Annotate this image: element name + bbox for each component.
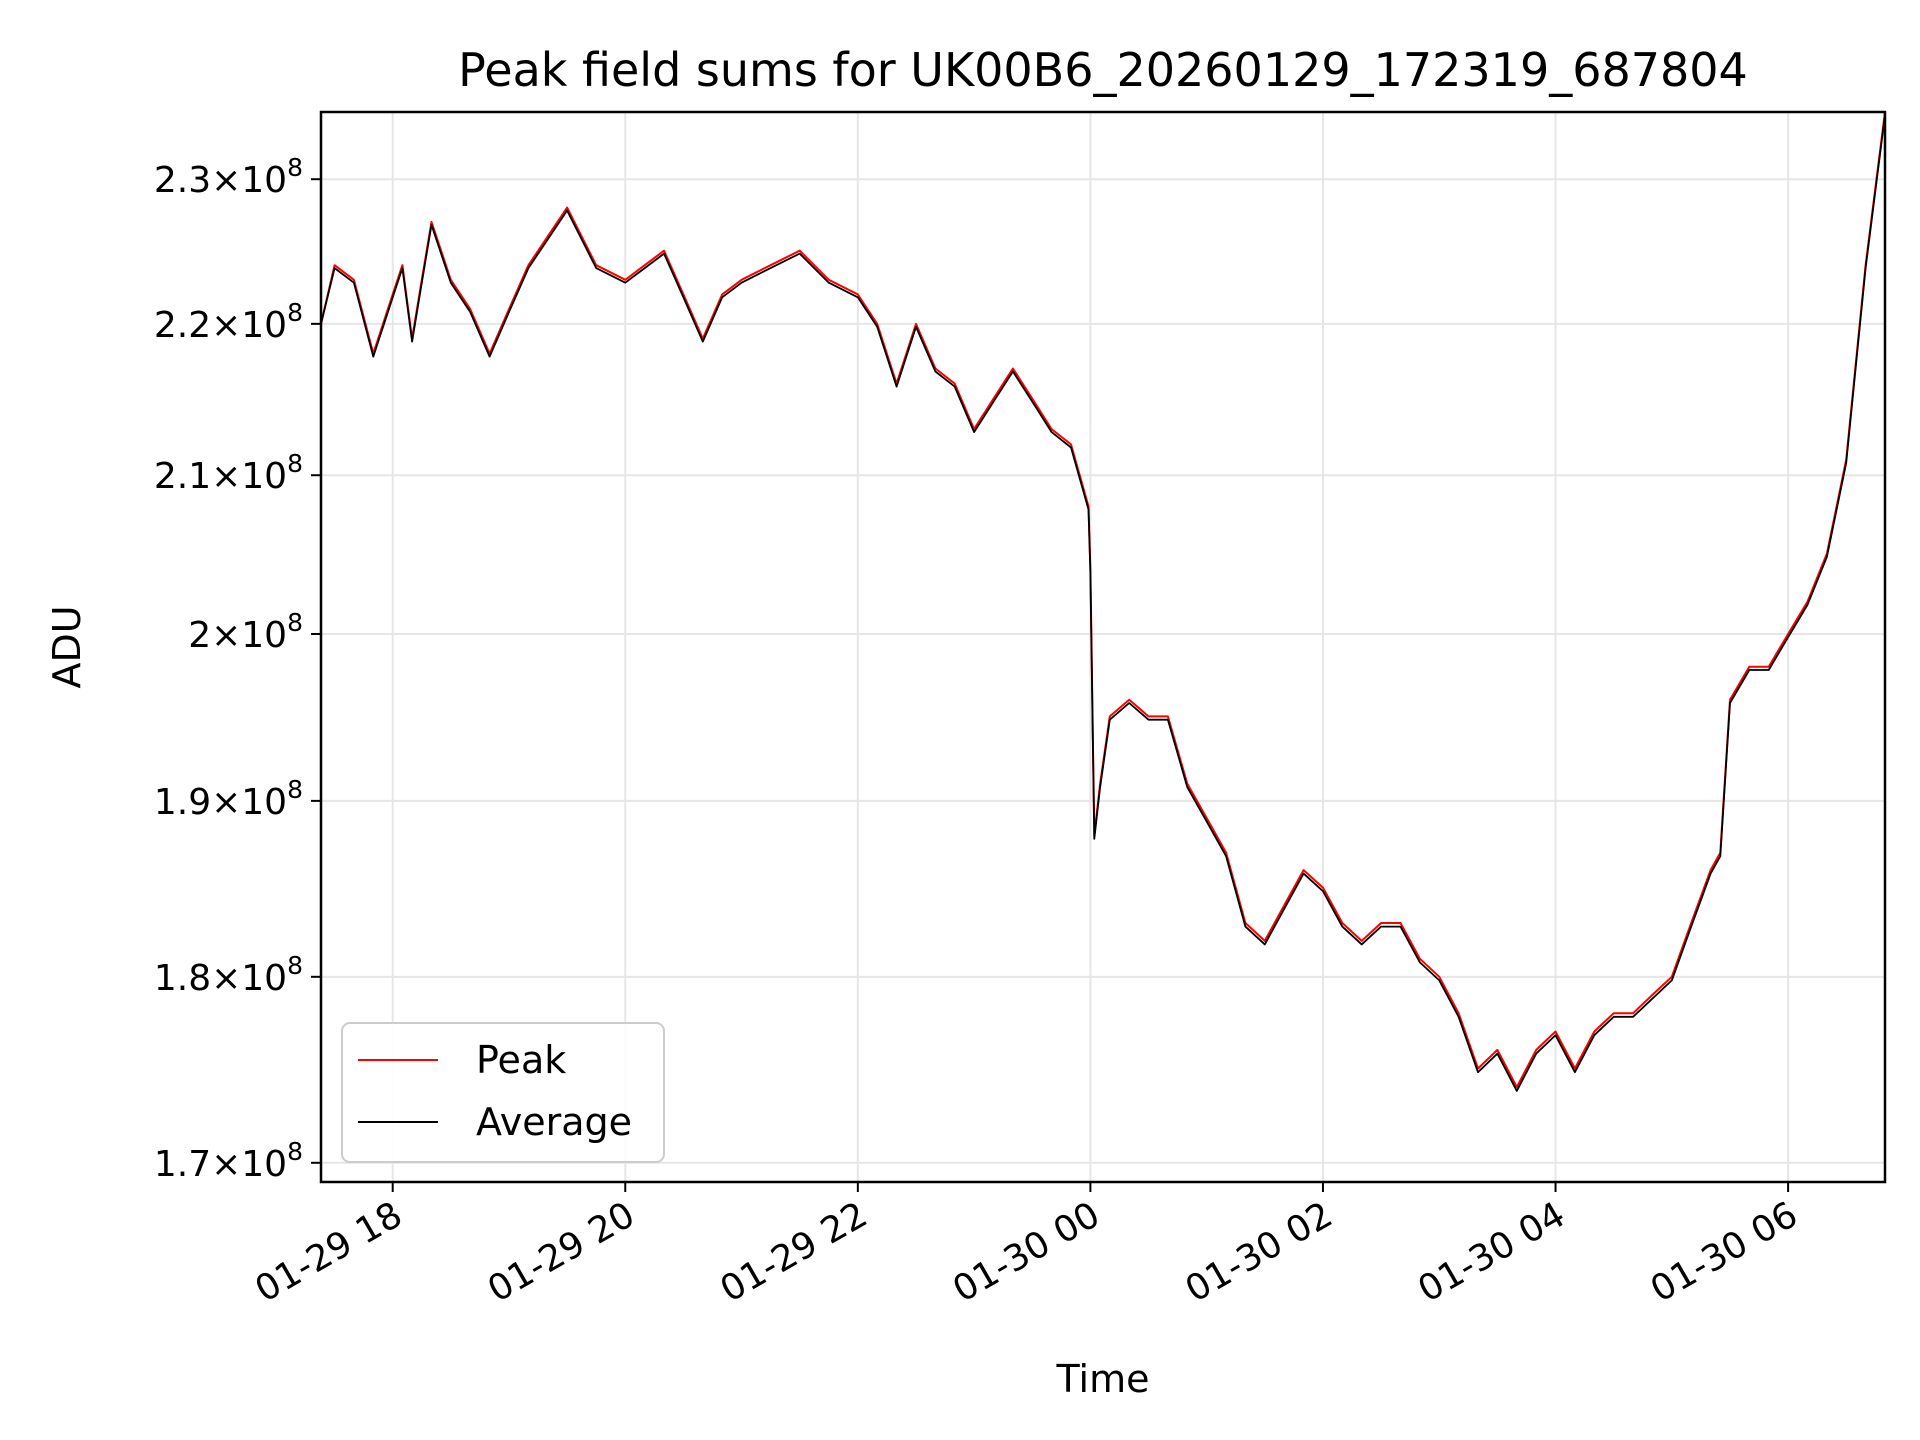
y-tick-label: 2.1×108 — [154, 449, 303, 497]
y-tick-label: 1.8×108 — [154, 951, 303, 999]
y-tick-label: 1.9×108 — [154, 775, 303, 823]
y-axis-title: ADU — [45, 605, 89, 688]
legend: Peak Average — [341, 1022, 665, 1163]
x-axis-title: Time — [1056, 1357, 1150, 1401]
y-tick-label: 2×108 — [188, 608, 303, 656]
legend-box — [341, 1022, 665, 1163]
y-tick-label: 2.3×108 — [154, 153, 303, 201]
y-tick-label: 2.2×108 — [154, 298, 303, 346]
series-line-average — [321, 114, 1885, 1092]
legend-label-peak: Peak — [476, 1038, 566, 1082]
grid — [321, 112, 1885, 1182]
chart-title: Peak field sums for UK00B6_20260129_1723… — [458, 43, 1748, 97]
series-layer — [321, 112, 1885, 1092]
y-tick-label: 1.7×108 — [154, 1137, 303, 1185]
legend-label-average: Average — [476, 1100, 632, 1144]
plot-frame — [319, 110, 1887, 1184]
y-axis: 1.7×108 1.8×108 1.9×108 2×108 2.1×108 2.2×108… — [154, 153, 321, 1185]
